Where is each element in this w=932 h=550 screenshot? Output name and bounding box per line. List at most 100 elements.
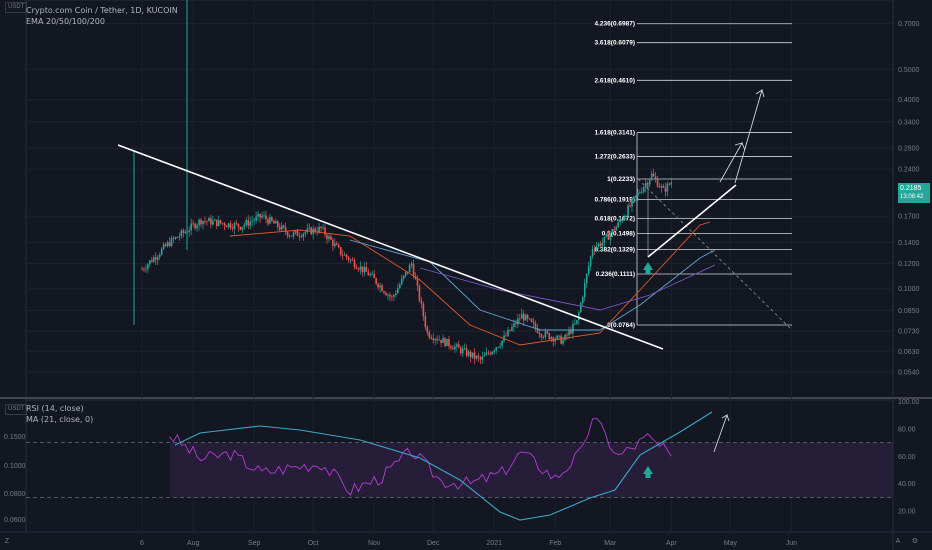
- candle-body: [591, 249, 594, 257]
- candle-body: [210, 218, 212, 225]
- candle-body: [477, 356, 480, 358]
- candle-body: [459, 347, 462, 354]
- breakout-up-arrow-icon: [643, 262, 653, 274]
- candle-body: [572, 324, 574, 334]
- candle-body: [664, 187, 667, 192]
- candle-body: [481, 356, 484, 360]
- rsi-indicator-label[interactable]: RSI (14, close): [26, 404, 84, 413]
- candle-body: [337, 244, 340, 248]
- candle-body: [351, 259, 354, 261]
- candle-body: [249, 221, 252, 226]
- candle-body: [666, 183, 669, 192]
- candle-body: [662, 186, 665, 188]
- candle-body: [560, 335, 562, 344]
- descending-trendline[interactable]: [117, 144, 664, 350]
- candle-body: [495, 347, 497, 351]
- candle-body: [239, 226, 242, 230]
- fib-level-label: 0.236(0.1111): [596, 271, 635, 278]
- fib-level-label: 0.5(0.1498): [602, 230, 635, 237]
- candle-body: [153, 257, 155, 262]
- rsi-axis-label: 20.00: [898, 509, 916, 516]
- candle-body: [469, 351, 472, 358]
- candle-body: [656, 179, 659, 187]
- candle-body: [182, 230, 185, 233]
- candle-body: [670, 182, 673, 185]
- candle-body: [215, 219, 218, 227]
- candle-body: [286, 231, 289, 236]
- candle-body: [225, 225, 228, 228]
- candle-body: [174, 237, 177, 239]
- gear-icon[interactable]: ⚙: [911, 538, 919, 545]
- candle-body: [509, 329, 511, 331]
- candle-body: [578, 312, 580, 321]
- currency-badge-top[interactable]: USDT: [5, 2, 28, 13]
- candle-body: [426, 327, 429, 333]
- fib-level-label: 3.618(0.6079): [595, 40, 635, 47]
- candle-body: [534, 323, 537, 328]
- candle-body: [412, 263, 415, 277]
- price-axis-label: 0.0630: [898, 349, 920, 356]
- candle-body: [355, 267, 358, 269]
- candle-body: [424, 316, 427, 328]
- candles-group[interactable]: [141, 168, 673, 365]
- candle-body: [593, 249, 596, 251]
- candle-body: [629, 205, 631, 207]
- candle-body: [473, 352, 476, 359]
- currency-badge-rsi[interactable]: USDT: [5, 404, 28, 415]
- candle-body: [430, 337, 433, 339]
- time-axis-label: Dec: [427, 540, 440, 547]
- candle-body: [269, 217, 271, 224]
- rsi-line[interactable]: [169, 418, 672, 496]
- candle-body: [326, 234, 328, 239]
- ema-indicator-label[interactable]: EMA 20/50/100/200: [26, 17, 105, 26]
- last-price-value: 0.2185: [900, 185, 922, 192]
- candle-body: [363, 266, 366, 273]
- candle-body: [570, 330, 572, 334]
- candle-body: [271, 217, 273, 221]
- time-axis-label: Oct: [308, 540, 319, 547]
- candle-body: [599, 243, 602, 247]
- candle-body: [243, 224, 246, 227]
- candle-body: [513, 323, 515, 327]
- candle-body: [151, 260, 153, 262]
- candle-body: [583, 283, 586, 298]
- candle-body: [369, 274, 372, 276]
- candle-body: [546, 331, 549, 334]
- candle-body: [336, 243, 338, 245]
- zoom-icon[interactable]: Z: [4, 538, 10, 545]
- rsi-axis-label: 100.00: [898, 399, 920, 406]
- candle-body: [625, 216, 627, 218]
- time-axis-label: Feb: [549, 540, 561, 547]
- candle-body: [434, 339, 436, 341]
- candle-body: [156, 257, 159, 260]
- projection-arrow-long: [734, 88, 765, 184]
- candle-body: [519, 318, 521, 320]
- candle-body: [200, 219, 202, 225]
- ma-indicator-label[interactable]: MA (21, close, 0): [26, 415, 94, 424]
- candle-body: [265, 215, 267, 220]
- candle-body: [589, 256, 592, 267]
- candle-body: [257, 213, 259, 217]
- bar-countdown: 13:08:42: [900, 194, 924, 200]
- candle-body: [276, 221, 279, 228]
- candle-body: [542, 336, 545, 338]
- fib-level-label: 0.382(0.1329): [595, 247, 635, 254]
- candle-body: [517, 318, 519, 325]
- candle-body: [229, 223, 232, 228]
- candle-body: [580, 302, 582, 313]
- rsi-axis-label: 40.00: [898, 481, 916, 488]
- candle-body: [450, 346, 452, 349]
- price-axis-label: 0.2400: [898, 167, 920, 174]
- candle-body: [245, 220, 248, 225]
- candle-body: [237, 223, 240, 227]
- auto-scale-button[interactable]: A: [895, 538, 901, 545]
- rsi-up-arrow-icon: [643, 466, 653, 478]
- candle-body: [184, 231, 187, 233]
- candle-body: [300, 236, 303, 238]
- candle-body: [339, 247, 342, 255]
- rsi-axis-label: 60.00: [898, 454, 916, 461]
- candle-body: [576, 320, 578, 324]
- ascending-trendline[interactable]: [647, 184, 737, 258]
- candle-body: [214, 219, 216, 221]
